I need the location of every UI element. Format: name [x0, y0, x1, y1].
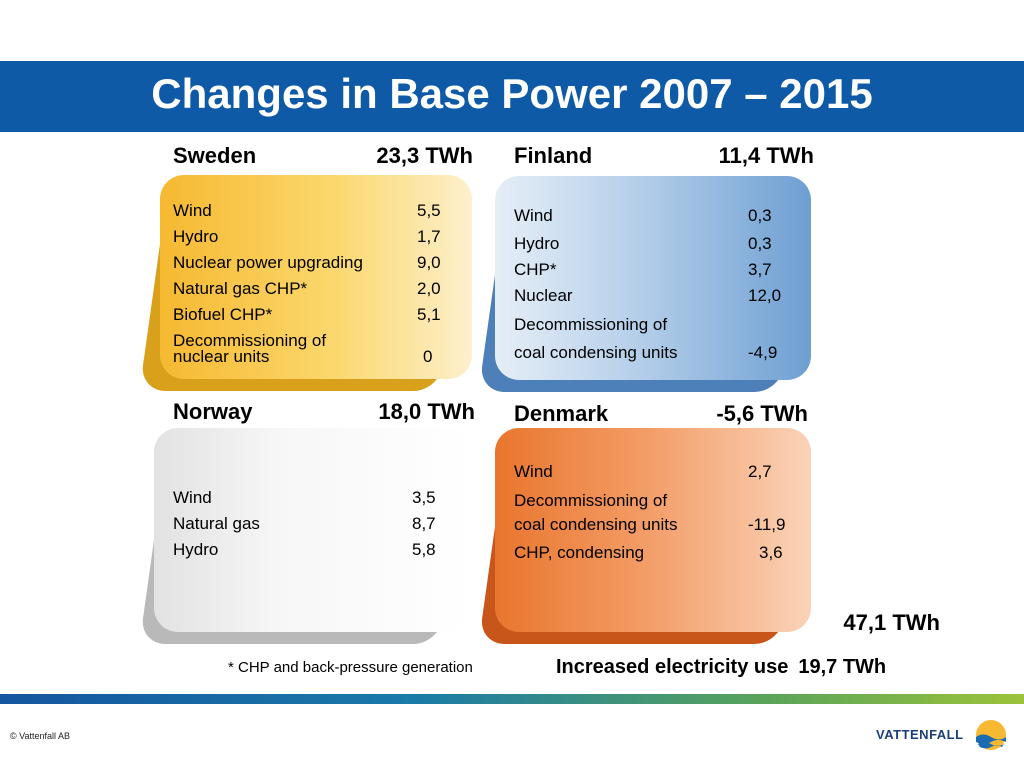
- table-row: Wind 0,3: [514, 206, 772, 225]
- finland-total: 11,4 TWh: [718, 143, 814, 168]
- table-row: coal condensing units -4,9: [514, 343, 778, 362]
- brand-wordmark: VATTENFALL: [876, 727, 964, 742]
- table-row: Decommissioning of: [514, 491, 668, 510]
- norway-name: Norway: [173, 399, 253, 424]
- table-row: Natural gas CHP* 2,0: [173, 279, 441, 298]
- finland-header: Finland 11,4 TWh: [514, 142, 814, 170]
- finland-rows: Wind 0,3 Hydro 0,3 CHP* 3,7 Nuclear 12,0 Dec…: [514, 203, 804, 366]
- table-row: Biofuel CHP* 5,1: [173, 305, 441, 324]
- denmark-name: Denmark: [514, 401, 609, 426]
- sun-wave-icon: [976, 720, 1006, 750]
- copyright: © Vattenfall AB: [10, 731, 70, 741]
- norway-header: Norway 18,0 TWh: [173, 398, 475, 426]
- bottom-bar: [0, 694, 1024, 704]
- norway-rows: Wind 3,5 Natural gas 8,7 Hydro 5,8: [173, 485, 453, 563]
- sweden-card: Wind 5,5 Hydro 1,7 Nuclear power upgrading…: [139, 175, 472, 393]
- table-row: CHP, condensing 3,6: [514, 543, 783, 562]
- slide-title: Changes in Base Power 2007 – 2015: [151, 70, 873, 117]
- denmark-rows: Wind 2,7 Decommissioning of coal condensi…: [514, 459, 804, 566]
- table-row: Hydro 0,3: [514, 234, 772, 253]
- table-row: Wind 5,5: [173, 201, 441, 220]
- grand-total: 47,1 TWh: [843, 610, 940, 635]
- denmark-total: -5,6 TWh: [716, 401, 808, 426]
- denmark-header: Denmark -5,6 TWh: [514, 400, 808, 428]
- table-row: Hydro 1,7: [173, 227, 441, 246]
- sweden-header: Sweden 23,3 TWh: [173, 142, 473, 170]
- table-row: CHP* 3,7: [514, 260, 772, 279]
- increased-use-value: 19,7 TWh: [798, 656, 887, 678]
- finland-card: Wind 0,3 Hydro 0,3 CHP* 3,7 Nuclear 12,0 Dec…: [478, 176, 813, 394]
- table-row: Wind 3,5: [173, 488, 436, 507]
- norway-card: Wind 3,5 Natural gas 8,7 Hydro 5,8: [139, 428, 472, 646]
- table-row: Nuclear power upgrading 9,0: [173, 253, 441, 272]
- norway-total: 18,0 TWh: [378, 399, 475, 424]
- table-row: Natural gas 8,7: [173, 514, 436, 533]
- table-row: Wind 2,7: [514, 462, 772, 481]
- title-bar: Changes in Base Power 2007 – 2015: [0, 61, 1024, 132]
- sweden-total: 23,3 TWh: [376, 143, 473, 168]
- increased-use-label: Increased electricity use: [556, 656, 789, 678]
- sweden-name: Sweden: [173, 143, 257, 168]
- increased-use: Increased electricity use 19,7 TWh: [556, 656, 886, 679]
- finland-name: Finland: [514, 143, 593, 168]
- vattenfall-logo: VATTENFALL: [876, 718, 1010, 754]
- table-row: Hydro 5,8: [173, 540, 436, 559]
- table-row: nuclear units 0: [173, 347, 433, 366]
- table-row: Decommissioning of: [173, 331, 327, 350]
- table-row: Decommissioning of: [514, 315, 668, 334]
- table-row: coal condensing units -11,9: [514, 515, 786, 534]
- sweden-rows: Wind 5,5 Hydro 1,7 Nuclear power upgrading…: [173, 198, 453, 370]
- table-row: Nuclear 12,0: [514, 286, 782, 305]
- footnote: * CHP and back-pressure generation: [228, 659, 473, 676]
- denmark-card: Wind 2,7 Decommissioning of coal condensi…: [478, 428, 813, 646]
